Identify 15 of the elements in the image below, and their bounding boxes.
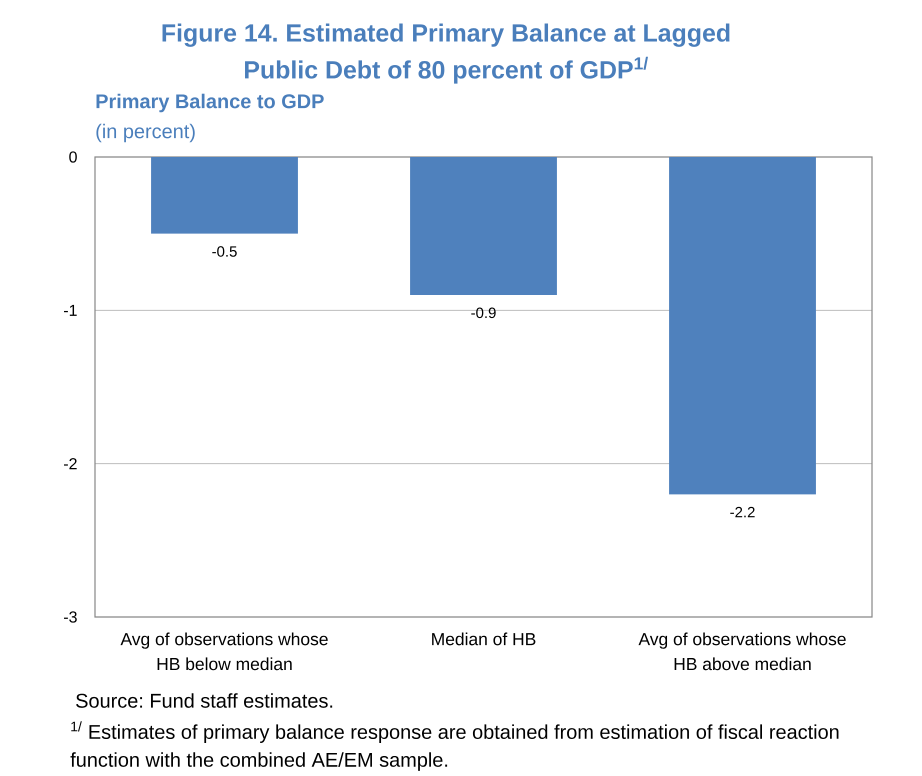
x-tick-label: Avg of observations whose HB below median [120,632,328,670]
data-label: -0.5 [212,246,237,257]
data-label: -2.2 [730,506,755,518]
text: $^{1/}$ Estimates of primary balance response are obtained from estimation of fiscal reaction function with the combined AE/EM sample. [70,721,838,771]
chart-title: Figure 14. Estimated Primary Balance at Lagged Public Debt of 80 percent of GDP$^{1/}$ [162,24,730,84]
x-tick-label: Avg of observations whose HB above median [638,632,846,670]
x-tick-label: Median of HB [432,632,536,646]
y-axis-title: Primary Balance to GDP [96,94,324,112]
y-tick-label: -1 [64,304,77,316]
y-tick-label: -3 [64,611,77,623]
source-note: Source: Fund staff estimates. [76,693,332,708]
data-label: -0.9 [471,308,496,318]
chart-subtitle: (in percent) [96,124,195,142]
y-tick-label: -2 [64,458,77,470]
y-tick-label: 0 [69,151,77,163]
